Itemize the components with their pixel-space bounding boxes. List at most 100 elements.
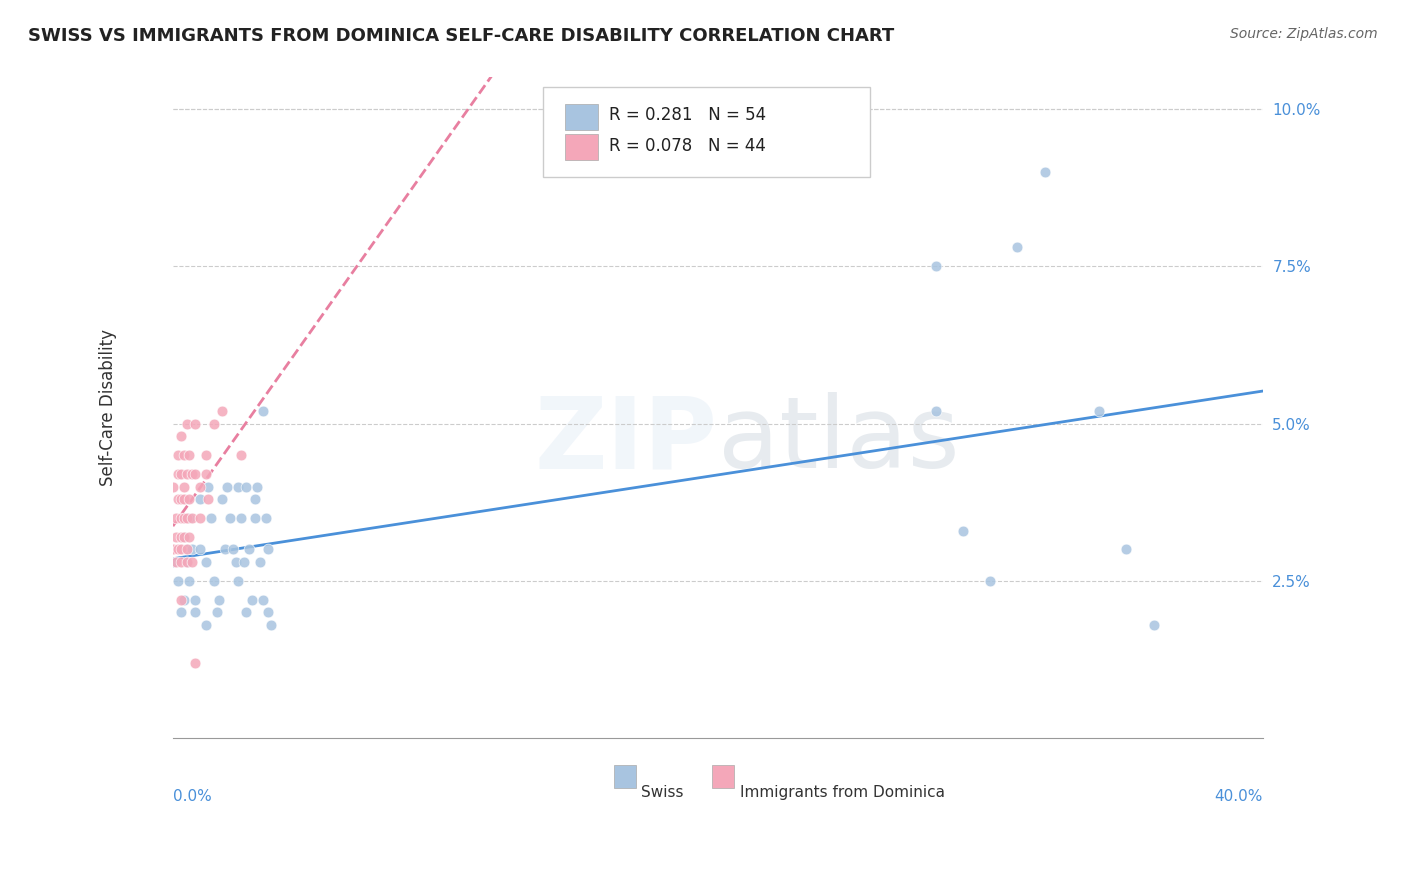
Point: [183, 656, 205, 670]
Point: [165, 511, 187, 525]
Point: [162, 542, 184, 557]
Point: [1115, 542, 1137, 557]
Point: [173, 530, 195, 544]
Point: [194, 448, 217, 462]
Point: [252, 592, 274, 607]
Point: [249, 555, 271, 569]
FancyBboxPatch shape: [565, 103, 598, 130]
Point: [181, 542, 204, 557]
Point: [165, 530, 187, 544]
Point: [176, 555, 198, 569]
Point: [979, 574, 1001, 588]
Point: [181, 511, 204, 525]
Point: [179, 574, 201, 588]
Point: [183, 592, 205, 607]
Text: atlas: atlas: [717, 392, 959, 490]
Point: [179, 511, 201, 525]
Point: [252, 404, 274, 418]
Text: R = 0.078   N = 44: R = 0.078 N = 44: [609, 136, 766, 154]
FancyBboxPatch shape: [614, 764, 636, 788]
Text: Source: ZipAtlas.com: Source: ZipAtlas.com: [1230, 27, 1378, 41]
Point: [226, 479, 249, 493]
Point: [243, 492, 266, 507]
Point: [167, 467, 190, 481]
Point: [925, 404, 948, 418]
Point: [202, 574, 225, 588]
Point: [254, 511, 277, 525]
Point: [173, 479, 195, 493]
Point: [188, 542, 211, 557]
Point: [176, 542, 198, 557]
Point: [222, 542, 245, 557]
Point: [226, 574, 249, 588]
FancyBboxPatch shape: [565, 134, 598, 160]
Point: [183, 606, 205, 620]
Point: [176, 467, 198, 481]
Y-axis label: Self-Care Disability: Self-Care Disability: [100, 329, 117, 486]
Point: [229, 448, 252, 462]
Point: [188, 479, 211, 493]
Point: [232, 555, 254, 569]
Point: [167, 574, 190, 588]
Point: [162, 479, 184, 493]
Point: [173, 492, 195, 507]
Point: [243, 511, 266, 525]
Point: [211, 404, 233, 418]
Point: [246, 479, 269, 493]
Point: [188, 511, 211, 525]
Point: [194, 618, 217, 632]
Point: [170, 592, 193, 607]
Text: R = 0.281   N = 54: R = 0.281 N = 54: [609, 106, 766, 124]
Point: [173, 511, 195, 525]
Point: [179, 448, 201, 462]
Point: [167, 492, 190, 507]
Point: [179, 530, 201, 544]
Point: [219, 511, 242, 525]
Text: Immigrants from Dominica: Immigrants from Dominica: [740, 785, 945, 799]
Point: [173, 448, 195, 462]
Point: [170, 511, 193, 525]
Point: [200, 511, 222, 525]
Point: [167, 448, 190, 462]
FancyBboxPatch shape: [713, 764, 734, 788]
Point: [176, 511, 198, 525]
Point: [229, 511, 252, 525]
Point: [188, 492, 211, 507]
Point: [257, 606, 280, 620]
Point: [1088, 404, 1111, 418]
Point: [208, 592, 231, 607]
FancyBboxPatch shape: [543, 87, 870, 177]
Point: [211, 492, 233, 507]
Point: [170, 530, 193, 544]
Point: [170, 555, 193, 569]
Point: [173, 530, 195, 544]
Point: [194, 555, 217, 569]
Point: [257, 542, 280, 557]
Point: [176, 555, 198, 569]
Point: [197, 492, 219, 507]
Text: 40.0%: 40.0%: [1215, 789, 1263, 804]
Point: [176, 417, 198, 431]
Point: [181, 555, 204, 569]
Text: SWISS VS IMMIGRANTS FROM DOMINICA SELF-CARE DISABILITY CORRELATION CHART: SWISS VS IMMIGRANTS FROM DOMINICA SELF-C…: [28, 27, 894, 45]
Point: [205, 606, 228, 620]
Point: [176, 542, 198, 557]
Point: [1143, 618, 1166, 632]
Point: [214, 542, 236, 557]
Point: [202, 417, 225, 431]
Point: [179, 492, 201, 507]
Point: [183, 417, 205, 431]
Point: [167, 542, 190, 557]
Point: [170, 429, 193, 443]
Point: [162, 555, 184, 569]
Point: [194, 467, 217, 481]
Point: [183, 467, 205, 481]
Point: [170, 606, 193, 620]
Point: [260, 618, 283, 632]
Text: 0.0%: 0.0%: [173, 789, 212, 804]
Point: [240, 592, 263, 607]
Point: [197, 479, 219, 493]
Point: [170, 542, 193, 557]
Text: ZIP: ZIP: [534, 392, 717, 490]
Point: [238, 542, 260, 557]
